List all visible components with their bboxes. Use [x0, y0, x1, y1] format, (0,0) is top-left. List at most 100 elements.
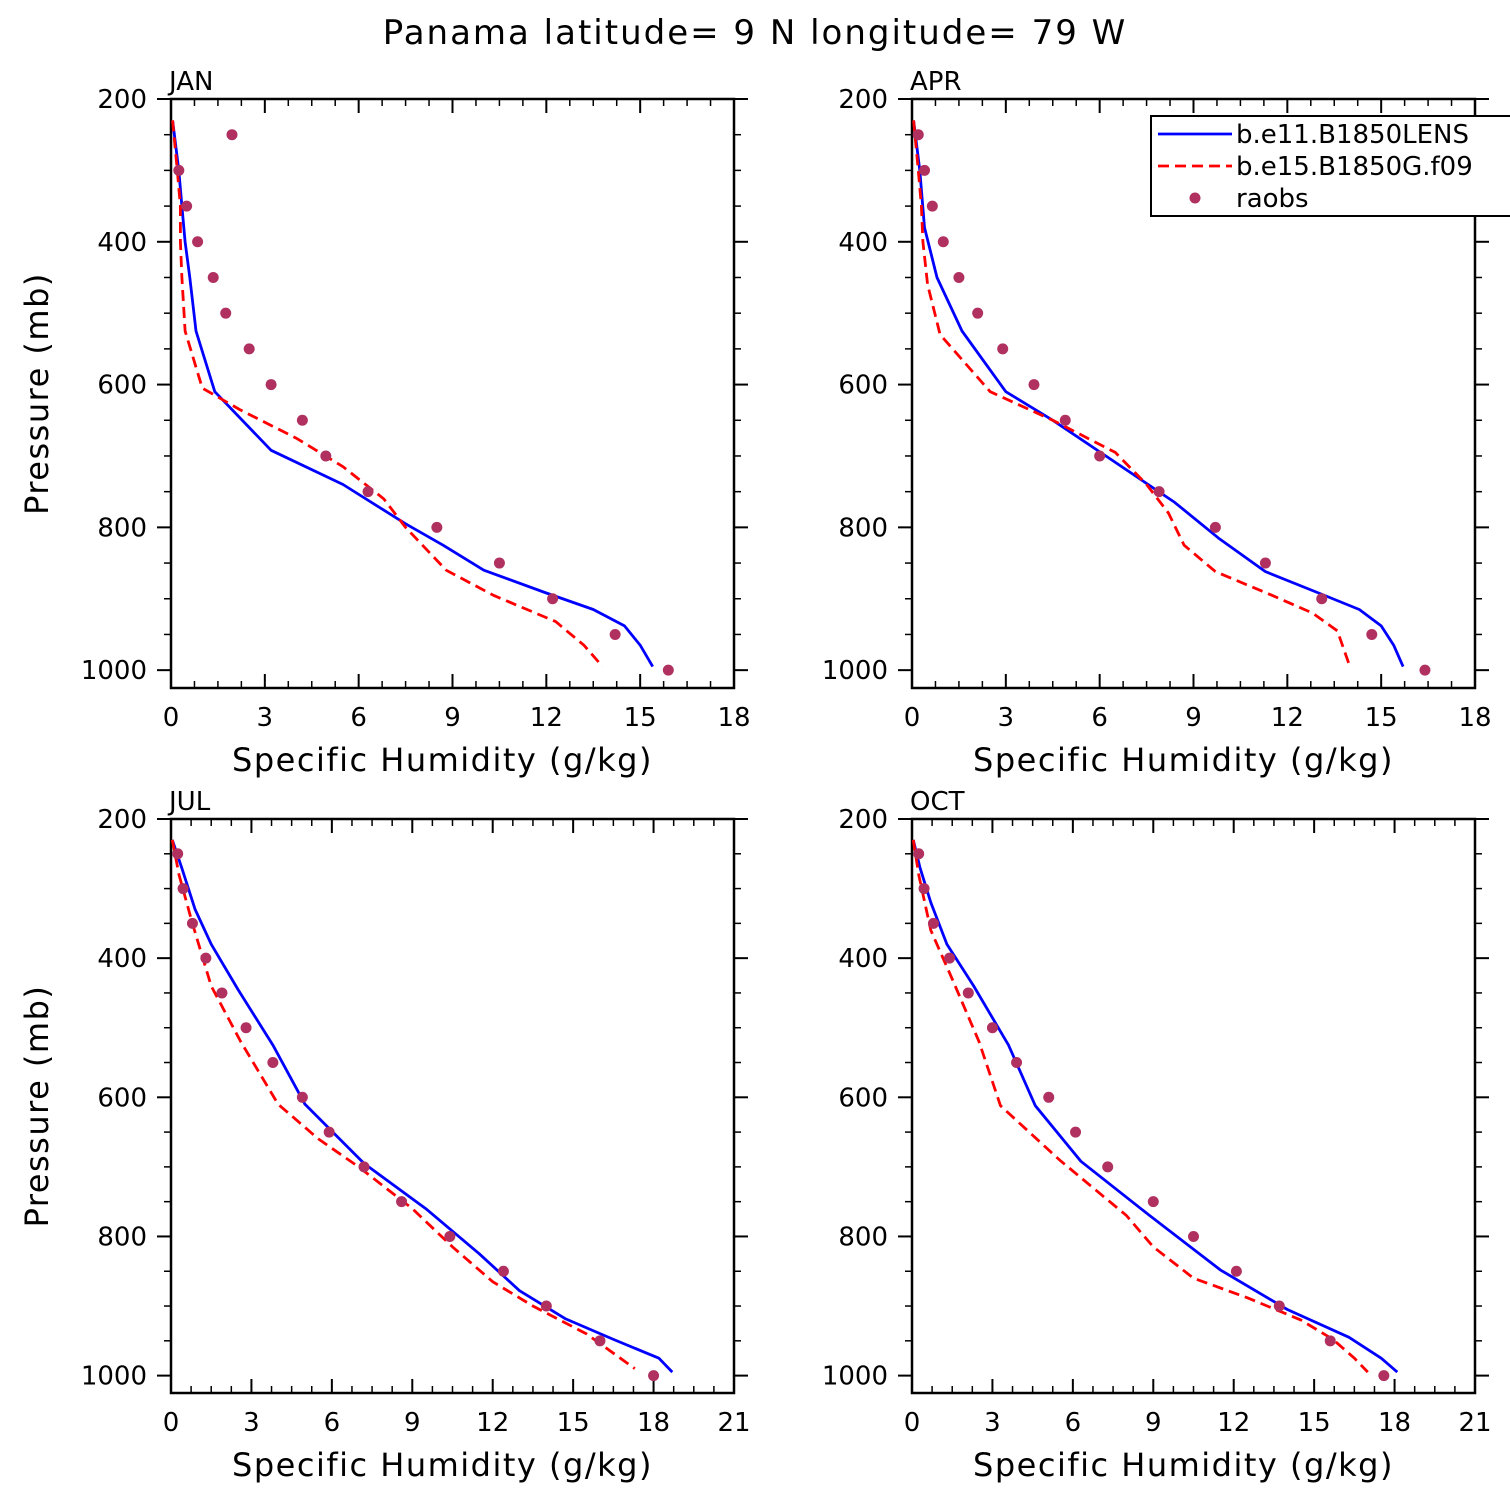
x-tick-label: 0 — [163, 1408, 180, 1438]
panel-label: APR — [910, 67, 962, 97]
x-tick-label: 15 — [1365, 703, 1398, 733]
y-tick-label: 800 — [97, 513, 147, 543]
raobs-point — [323, 1126, 335, 1138]
series-line-g — [171, 120, 604, 668]
raobs-point — [540, 1300, 552, 1312]
raobs-point — [1028, 379, 1040, 391]
y-tick-label: 400 — [97, 228, 147, 258]
y-tick-label: 800 — [838, 1222, 888, 1252]
raobs-point — [1230, 1265, 1242, 1277]
raobs-point — [944, 952, 956, 964]
raobs-point — [207, 271, 219, 283]
x-tick-label: 9 — [1145, 1408, 1162, 1438]
x-tick-label: 0 — [904, 703, 921, 733]
raobs-point — [493, 557, 505, 569]
x-tick-label: 6 — [1065, 1408, 1082, 1438]
y-tick-label: 200 — [838, 805, 888, 835]
series-line-lens — [171, 120, 654, 668]
raobs-point — [1153, 486, 1165, 498]
legend-label: b.e11.B1850LENS — [1236, 120, 1469, 150]
panel-oct: 0 3 6 9 12 15 18 21 200 400 600 800 1000 OCT Specific … — [822, 787, 1492, 1484]
plot-data — [912, 839, 1399, 1382]
raobs-point — [192, 236, 204, 248]
x-tick-label: 15 — [1298, 1408, 1331, 1438]
x-tick-label: 18 — [637, 1408, 670, 1438]
x-tick-label: 15 — [557, 1408, 590, 1438]
raobs-point — [912, 129, 924, 141]
raobs-point — [1419, 664, 1431, 676]
y-tick-label: 400 — [838, 944, 888, 974]
raobs-point — [362, 486, 374, 498]
x-tick-label: 6 — [350, 703, 367, 733]
raobs-point — [937, 236, 949, 248]
x-tick-label: 0 — [904, 1408, 921, 1438]
y-tick-label: 1000 — [81, 1362, 147, 1392]
x-tick-label: 12 — [1217, 1408, 1250, 1438]
x-tick-label: 12 — [1271, 703, 1304, 733]
y-tick-label: 1000 — [822, 656, 888, 686]
raobs-point — [1209, 521, 1221, 533]
raobs-point — [497, 1265, 509, 1277]
x-tick-label: 21 — [717, 1408, 750, 1438]
x-axis-title: Specific Humidity (g/kg) — [973, 1446, 1394, 1484]
raobs-point — [396, 1196, 408, 1208]
x-tick-label: 3 — [257, 703, 274, 733]
panel-jan: 0 3 6 9 12 15 18 200 400 600 800 1000 JAN Specific Hu… — [18, 67, 751, 779]
y-tick-label: 600 — [97, 1083, 147, 1113]
x-tick-label: 21 — [1458, 1408, 1491, 1438]
x-tick-label: 9 — [1185, 703, 1202, 733]
raobs-point — [1316, 593, 1328, 605]
x-tick-label: 18 — [1458, 703, 1491, 733]
x-tick-label: 12 — [476, 1408, 509, 1438]
y-tick-label: 800 — [97, 1222, 147, 1252]
raobs-point — [186, 917, 198, 929]
raobs-point — [913, 848, 925, 860]
raobs-point — [1147, 1196, 1159, 1208]
raobs-point — [200, 952, 212, 964]
raobs-point — [953, 271, 965, 283]
y-tick-label: 1000 — [81, 656, 147, 686]
panel-jul: 0 3 6 9 12 15 18 21 200 400 600 800 1000 JUL Specific … — [18, 787, 751, 1484]
y-tick-label: 1000 — [822, 1362, 888, 1392]
raobs-point — [240, 1022, 252, 1034]
raobs-point — [1102, 1161, 1114, 1173]
y-tick-label: 200 — [97, 85, 147, 115]
figure-title: Panama latitude= 9 N longitude= 79 W — [383, 13, 1128, 53]
y-tick-label: 600 — [838, 371, 888, 401]
raobs-point — [1259, 557, 1271, 569]
x-tick-label: 18 — [1378, 1408, 1411, 1438]
series-line-g — [171, 839, 636, 1370]
raobs-point — [243, 343, 255, 355]
raobs-point — [1188, 1230, 1199, 1242]
x-tick-label: 3 — [998, 703, 1015, 733]
raobs-point — [431, 521, 443, 533]
y-tick-label: 400 — [838, 228, 888, 258]
y-tick-label: 600 — [838, 1083, 888, 1113]
x-axis-title: Specific Humidity (g/kg) — [232, 1446, 653, 1484]
raobs-point — [296, 414, 308, 426]
raobs-point — [226, 129, 238, 141]
plot-data — [912, 120, 1431, 676]
raobs-point — [1324, 1335, 1336, 1347]
x-tick-label: 12 — [530, 703, 563, 733]
raobs-point — [609, 628, 621, 640]
y-tick-label: 600 — [97, 371, 147, 401]
raobs-point — [1059, 414, 1071, 426]
x-tick-label: 3 — [243, 1408, 260, 1438]
x-tick-label: 3 — [984, 1408, 1001, 1438]
panel-label: JAN — [167, 67, 213, 97]
raobs-point — [181, 200, 193, 212]
panel-apr: 0 3 6 9 12 15 18 200 400 600 800 1000 APR Specific Hu… — [822, 67, 1492, 779]
legend-marker-raobs — [1189, 192, 1201, 204]
raobs-point — [358, 1161, 370, 1173]
raobs-point — [962, 987, 974, 999]
x-axis-title: Specific Humidity (g/kg) — [232, 741, 653, 779]
y-tick-label: 200 — [97, 805, 147, 835]
raobs-point — [926, 200, 938, 212]
series-line-g — [912, 120, 1352, 668]
plot-data — [171, 120, 674, 676]
raobs-point — [177, 883, 189, 895]
raobs-point — [927, 917, 939, 929]
x-axis-title: Specific Humidity (g/kg) — [973, 741, 1394, 779]
